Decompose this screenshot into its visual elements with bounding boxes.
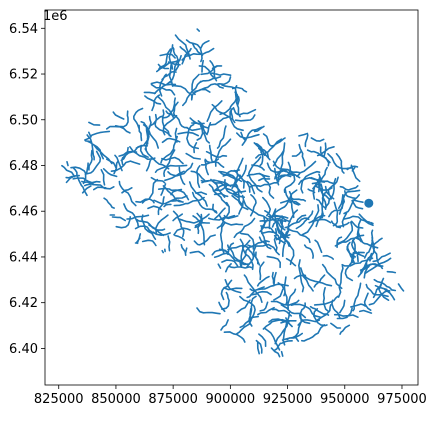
x-tick-label: 975000 [377, 392, 427, 407]
river-network [61, 28, 405, 358]
point-marker-layer [364, 198, 374, 208]
x-tick-label: 900000 [206, 392, 256, 407]
y-tick-label: 6.42 [9, 296, 38, 311]
y-tick-label: 6.52 [9, 68, 38, 83]
x-tick-label: 925000 [263, 392, 313, 407]
river-lines [61, 28, 405, 358]
y-tick-label: 6.50 [9, 113, 38, 128]
y-tick-label: 6.40 [9, 342, 38, 357]
x-axis: 825000 850000 875000 900000 925000 950000 9750… [34, 385, 427, 407]
x-tick-label: 825000 [34, 392, 84, 407]
point-marker [364, 198, 374, 208]
x-tick-label: 950000 [320, 392, 370, 407]
y-axis-offset-text: 1e6 [43, 9, 68, 24]
y-tick-label: 6.54 [9, 22, 38, 37]
y-tick-label: 6.44 [9, 250, 38, 265]
plot-area [44, 9, 419, 386]
y-tick-label: 6.48 [9, 159, 38, 174]
y-axis: 6.40 6.42 6.44 6.46 6.48 6.50 6.52 6.54 [9, 22, 45, 357]
x-tick-label: 850000 [91, 392, 141, 407]
y-tick-label: 6.46 [9, 205, 38, 220]
x-tick-label: 875000 [148, 392, 198, 407]
